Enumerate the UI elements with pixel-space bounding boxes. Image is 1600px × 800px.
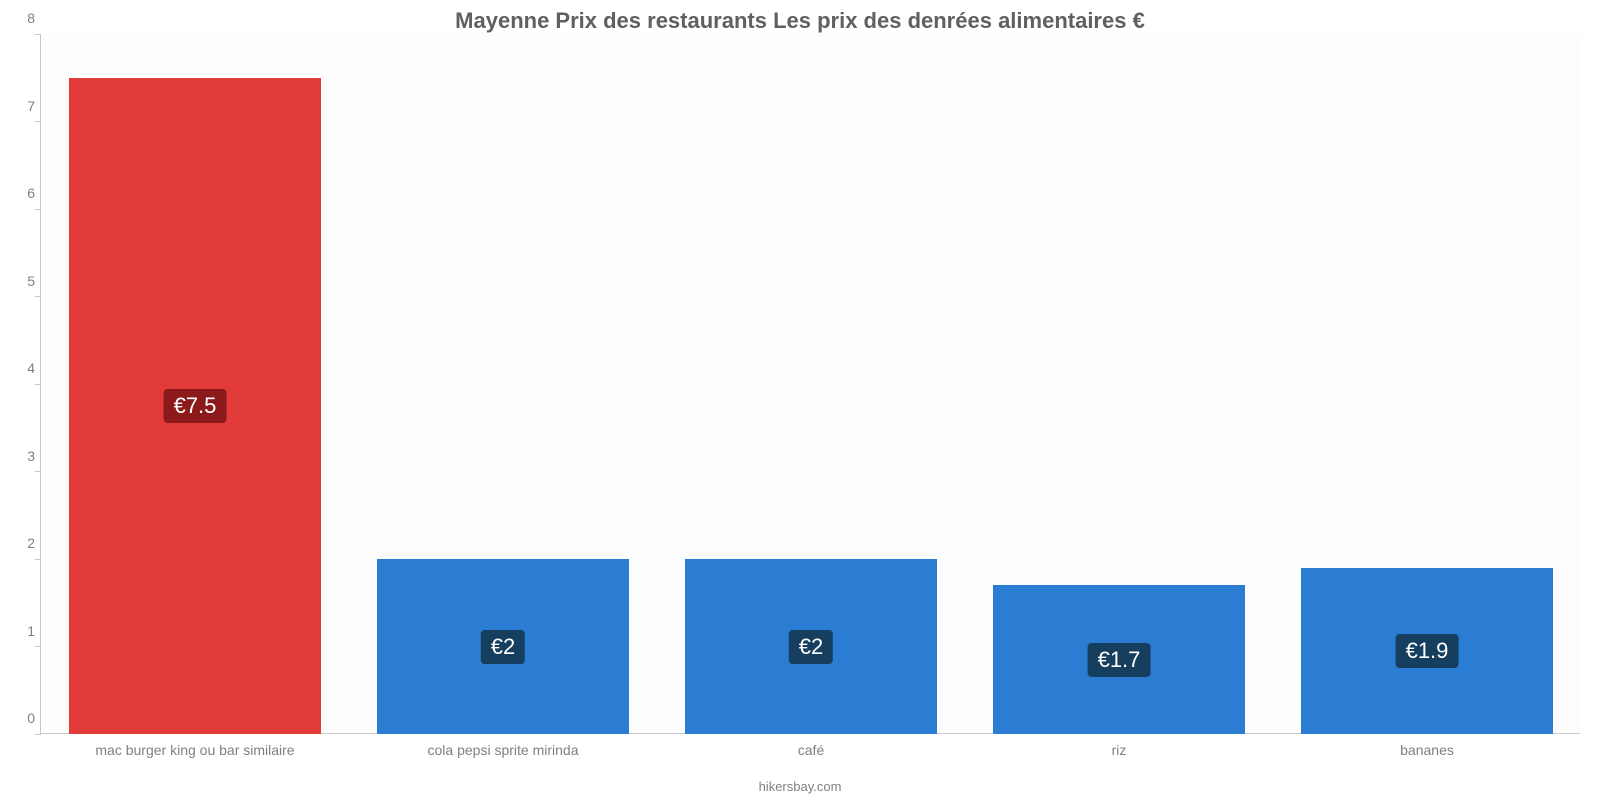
y-tick-label: 4 — [7, 360, 35, 376]
x-tick-label: café — [798, 742, 824, 758]
value-badge: €7.5 — [164, 389, 227, 423]
y-tick-label: 7 — [7, 98, 35, 114]
y-tick — [35, 296, 41, 297]
y-tick — [35, 734, 41, 735]
chart-credit: hikersbay.com — [0, 779, 1600, 794]
plot-area: 012345678€7.5mac burger king ou bar simi… — [40, 34, 1580, 734]
value-badge: €1.7 — [1088, 643, 1151, 677]
price-bar-chart: Mayenne Prix des restaurants Les prix de… — [0, 0, 1600, 800]
y-tick-label: 8 — [7, 10, 35, 26]
y-tick — [35, 121, 41, 122]
y-tick-label: 1 — [7, 623, 35, 639]
y-tick — [35, 559, 41, 560]
value-badge: €1.9 — [1396, 634, 1459, 668]
y-tick-label: 2 — [7, 535, 35, 551]
x-tick-label: bananes — [1400, 742, 1454, 758]
y-tick-label: 5 — [7, 273, 35, 289]
y-tick-label: 3 — [7, 448, 35, 464]
y-tick — [35, 384, 41, 385]
chart-title: Mayenne Prix des restaurants Les prix de… — [0, 8, 1600, 34]
x-tick-label: cola pepsi sprite mirinda — [428, 742, 579, 758]
y-tick-label: 6 — [7, 185, 35, 201]
y-tick — [35, 471, 41, 472]
x-tick-label: riz — [1112, 742, 1127, 758]
y-tick — [35, 34, 41, 35]
y-tick — [35, 646, 41, 647]
value-badge: €2 — [481, 630, 525, 664]
y-tick-label: 0 — [7, 710, 35, 726]
y-tick — [35, 209, 41, 210]
value-badge: €2 — [789, 630, 833, 664]
x-tick-label: mac burger king ou bar similaire — [95, 742, 294, 758]
